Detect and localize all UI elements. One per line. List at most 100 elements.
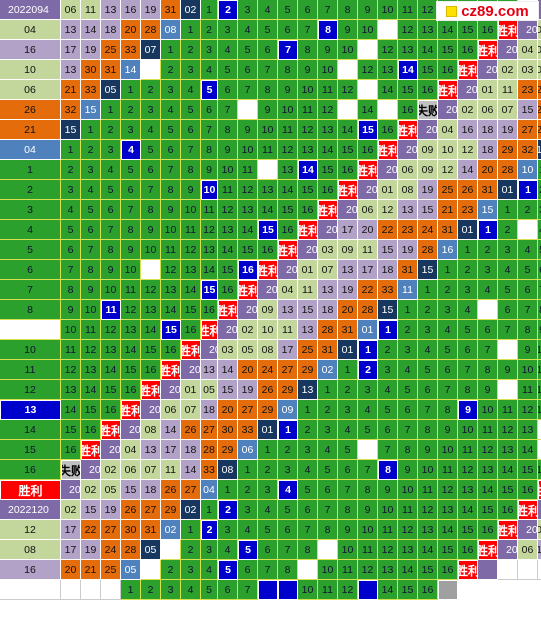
- hit-number-cell: 15: [258, 220, 278, 240]
- red-ball-cell: 02: [81, 480, 101, 500]
- red-ball-cell: 11: [161, 460, 181, 480]
- kill-number-cell: 7: [498, 320, 518, 340]
- kill-number-cell: 2: [141, 580, 161, 600]
- kill-number-cell: 9: [278, 80, 298, 100]
- kill-number-cell: 10: [378, 500, 398, 520]
- site-logo[interactable]: cz89.com: [436, 1, 539, 21]
- period-cell: 2022100: [438, 100, 458, 120]
- red-ball-cell: 25: [101, 40, 121, 60]
- result-badge: 胜利: [438, 80, 458, 100]
- result-badge: 胜利: [201, 320, 218, 340]
- red-ball-cell: 31: [438, 220, 458, 240]
- kill-number-cell: 16: [458, 540, 478, 560]
- red-ball-cell: 24: [101, 540, 121, 560]
- red-ball-cell: 01: [478, 80, 498, 100]
- kill-number-cell: 4: [81, 180, 101, 200]
- kill-number-cell: 16: [141, 360, 161, 380]
- kill-number-cell: 9: [358, 500, 378, 520]
- red-ball-cell: 06: [0, 80, 61, 100]
- red-ball-cell: 12: [0, 520, 61, 540]
- kill-number-cell: 11: [438, 460, 458, 480]
- red-ball-cell: 30: [81, 60, 101, 80]
- red-ball-cell: 30: [121, 520, 141, 540]
- empty-cell: [538, 560, 541, 580]
- kill-number-cell: 12: [398, 520, 418, 540]
- red-ball-cell: 07: [141, 460, 161, 480]
- kill-number-cell: 2: [258, 460, 278, 480]
- kill-number-cell: 6: [378, 420, 398, 440]
- red-ball-cell: 15: [81, 500, 101, 520]
- hit-number-cell: 11: [101, 300, 121, 320]
- kill-number-cell: 6: [238, 60, 258, 80]
- red-ball-cell: 13: [318, 280, 338, 300]
- kill-number-cell: 6: [478, 320, 498, 340]
- kill-number-cell: 12: [438, 480, 458, 500]
- kill-number-cell: 8: [218, 120, 238, 140]
- blue-ball-cell: 01: [458, 220, 478, 240]
- red-ball-cell: 19: [498, 120, 518, 140]
- kill-number-cell: 15: [498, 480, 518, 500]
- red-ball-cell: 06: [518, 540, 538, 560]
- excluded-number-cell: [318, 540, 338, 560]
- hit-number-cell: 4: [121, 140, 141, 160]
- kill-number-cell: 13: [538, 400, 541, 420]
- period-cell: 2022121: [538, 500, 541, 520]
- kill-number-cell: 12: [181, 240, 201, 260]
- kill-number-cell: 11: [121, 280, 141, 300]
- excluded-number-cell: [538, 420, 541, 440]
- kill-number-cell: 1: [0, 160, 61, 180]
- kill-number-cell: 7: [81, 240, 101, 260]
- blue-ball-cell: 15: [81, 100, 101, 120]
- kill-number-cell: 6: [298, 500, 318, 520]
- kill-number-cell: 12: [358, 60, 378, 80]
- kill-number-cell: 3: [438, 300, 458, 320]
- kill-number-cell: 12: [358, 560, 378, 580]
- excluded-number-cell: [161, 540, 181, 560]
- kill-number-cell: 3: [61, 180, 81, 200]
- kill-number-cell: 16: [181, 320, 201, 340]
- period-cell: 2022120: [0, 500, 61, 520]
- kill-number-cell: 1: [498, 200, 518, 220]
- kill-number-cell: 2: [238, 480, 258, 500]
- red-ball-cell: 26: [181, 420, 201, 440]
- kill-number-cell: 7: [238, 580, 258, 600]
- red-ball-cell: 21: [438, 200, 458, 220]
- period-cell: 2022105: [338, 200, 358, 220]
- kill-number-cell: 3: [338, 400, 358, 420]
- kill-number-cell: 3: [181, 560, 201, 580]
- kill-number-cell: 1: [258, 440, 278, 460]
- kill-number-cell: 8: [318, 520, 338, 540]
- kill-number-cell: 11: [0, 360, 61, 380]
- result-badge: 失败: [418, 100, 438, 120]
- kill-number-cell: 14: [438, 20, 458, 40]
- kill-number-cell: 3: [218, 520, 238, 540]
- kill-number-cell: 16: [101, 400, 121, 420]
- kill-number-cell: 10: [258, 120, 278, 140]
- red-ball-cell: 22: [358, 280, 378, 300]
- kill-number-cell: 3: [458, 280, 478, 300]
- red-ball-cell: 18: [378, 260, 398, 280]
- kill-number-cell: 14: [418, 40, 438, 60]
- red-ball-cell: 16: [458, 120, 478, 140]
- kill-number-cell: 10: [298, 580, 318, 600]
- kill-number-cell: 7: [338, 480, 358, 500]
- kill-number-cell: 12: [0, 380, 61, 400]
- result-badge: 胜利: [258, 260, 278, 280]
- kill-number-cell: 3: [218, 20, 238, 40]
- kill-number-cell: 9: [218, 140, 238, 160]
- result-badge: 胜利: [358, 160, 378, 180]
- red-ball-cell: 08: [258, 340, 278, 360]
- kill-number-cell: 2: [398, 320, 418, 340]
- kill-number-cell: 8: [418, 420, 438, 440]
- red-ball-cell: 11: [498, 80, 518, 100]
- kill-number-cell: 2: [498, 220, 518, 240]
- kill-number-cell: 6: [141, 160, 161, 180]
- kill-number-cell: 12: [418, 0, 438, 20]
- red-ball-cell: 11: [358, 240, 378, 260]
- kill-number-cell: 16: [318, 180, 338, 200]
- kill-number-cell: 13: [318, 120, 338, 140]
- kill-number-cell: 16: [518, 480, 538, 500]
- kill-number-cell: 13: [201, 240, 218, 260]
- kill-number-cell: 10: [338, 40, 358, 60]
- red-ball-cell: 11: [278, 320, 298, 340]
